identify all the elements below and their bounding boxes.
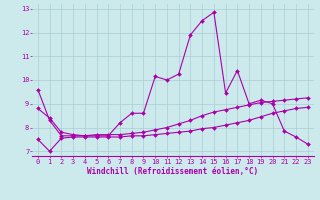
- X-axis label: Windchill (Refroidissement éolien,°C): Windchill (Refroidissement éolien,°C): [87, 167, 258, 176]
